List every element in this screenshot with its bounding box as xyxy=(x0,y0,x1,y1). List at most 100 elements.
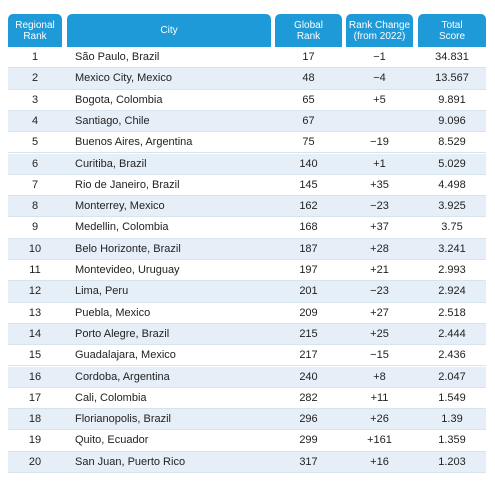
table-row xyxy=(8,110,486,133)
cell-value: 3.925 xyxy=(438,200,466,213)
table-row xyxy=(8,409,486,431)
cell-value: 140 xyxy=(299,157,318,170)
cell-value: 1.203 xyxy=(438,455,466,468)
cell-value: 7 xyxy=(31,178,39,191)
cell-value: +37 xyxy=(370,221,389,234)
header-text: Rank xyxy=(23,30,47,42)
cell-value: 282 xyxy=(299,391,318,404)
cell-value: +5 xyxy=(373,93,386,106)
cell-value: 12 xyxy=(28,285,42,298)
table-row xyxy=(8,303,486,324)
cell-value: +21 xyxy=(370,264,389,276)
cell-value: 5 xyxy=(31,136,39,149)
table-row xyxy=(8,217,486,239)
cell-value: +35 xyxy=(370,178,389,191)
cell-value: +8 xyxy=(373,370,386,383)
header-text: Score xyxy=(438,30,466,42)
cell-value: 19 xyxy=(28,434,42,447)
cell-value: 3.241 xyxy=(438,242,466,255)
cell-value: 296 xyxy=(299,413,318,426)
cell-value: 11 xyxy=(29,264,41,276)
cell-value: 299 xyxy=(299,434,318,447)
cell-value: 162 xyxy=(299,200,318,213)
table-row xyxy=(8,366,486,388)
cell-value: +28 xyxy=(370,242,389,255)
cell-value: +25 xyxy=(370,327,389,340)
table-row xyxy=(8,281,486,303)
cell-value: 197 xyxy=(299,264,318,276)
cell-value: 8 xyxy=(31,200,39,213)
city-name: Puebla, Mexico xyxy=(75,306,151,319)
header-cell: Global Rank xyxy=(275,14,342,47)
cell-value: 18 xyxy=(28,413,42,426)
cell-value: 2 xyxy=(31,72,39,85)
cell-value: 217 xyxy=(299,349,318,362)
cell-value: +11 xyxy=(370,391,389,404)
cell-value: +1 xyxy=(373,157,386,170)
cell-value: 1 xyxy=(31,51,39,63)
table-row xyxy=(8,430,486,452)
cell-value: 4.498 xyxy=(438,178,466,191)
header-text: City xyxy=(160,25,178,36)
city-name: Lima, Peru xyxy=(75,285,129,298)
cell-value: 34.831 xyxy=(435,51,469,63)
cell-value: 2.993 xyxy=(438,264,466,276)
city-name: Porto Alegre, Brazil xyxy=(75,327,170,340)
cell-value: 5.029 xyxy=(438,157,466,170)
table-row xyxy=(8,68,486,90)
table-row xyxy=(8,345,486,367)
header-text: Total xyxy=(441,19,463,31)
cell-value: 65 xyxy=(302,93,315,106)
header-cell: Rank Change (from 2022) xyxy=(346,14,413,47)
cell-value: 6 xyxy=(31,157,39,170)
header-text: Regional xyxy=(15,19,55,31)
cell-value: −1 xyxy=(373,51,386,63)
header-text: Rank xyxy=(296,30,321,42)
table-row xyxy=(8,388,486,410)
cell-value: 16 xyxy=(28,370,42,383)
cell-value: 145 xyxy=(299,178,318,191)
cell-value: 3 xyxy=(31,93,39,106)
table-row xyxy=(8,132,486,154)
cell-value: 317 xyxy=(299,455,318,468)
cell-value: 2.444 xyxy=(438,327,466,340)
city-name: Belo Horizonte, Brazil xyxy=(75,242,181,255)
cell-value: +27 xyxy=(370,306,389,319)
cell-value: 2.518 xyxy=(438,306,466,319)
city-name: Cali, Colombia xyxy=(75,391,147,404)
city-name: São Paulo, Brazil xyxy=(75,51,160,63)
city-name: Guadalajara, Mexico xyxy=(75,349,176,362)
cell-value: −23 xyxy=(370,285,389,298)
cell-value: 9 xyxy=(31,221,39,234)
cell-value: 20 xyxy=(28,455,42,468)
cell-value: +16 xyxy=(370,455,389,468)
cell-value: 1.549 xyxy=(438,391,466,404)
city-name: Curitiba, Brazil xyxy=(75,157,147,170)
cell-value: 13 xyxy=(28,306,42,319)
cell-value: 2.047 xyxy=(438,370,466,383)
cell-value: +161 xyxy=(367,434,392,447)
city-name: San Juan, Puerto Rico xyxy=(75,455,186,468)
cell-value: 75 xyxy=(302,136,315,149)
table-row xyxy=(8,196,486,218)
cell-value: 9.891 xyxy=(438,93,466,106)
city-name: Medellin, Colombia xyxy=(75,221,169,234)
cell-value: 240 xyxy=(299,370,318,383)
cell-value: 215 xyxy=(299,327,318,340)
cell-value: 17 xyxy=(28,391,42,404)
cell-value: 209 xyxy=(299,306,318,319)
cell-value: 168 xyxy=(299,221,318,234)
city-name: Monterrey, Mexico xyxy=(75,200,165,213)
table-row xyxy=(8,451,486,473)
cell-value: +26 xyxy=(370,413,389,426)
city-name: Quito, Ecuador xyxy=(75,434,149,447)
cell-value: 17 xyxy=(302,51,315,63)
cell-value: 15 xyxy=(28,349,42,362)
cell-value: 67 xyxy=(302,114,315,127)
table-row xyxy=(8,238,486,260)
cell-value: 14 xyxy=(28,327,42,340)
cell-value: −19 xyxy=(370,136,389,149)
cell-value: 9.096 xyxy=(438,114,466,127)
city-name: Florianopolis, Brazil xyxy=(75,413,171,426)
cell-value: 2.924 xyxy=(438,285,466,298)
